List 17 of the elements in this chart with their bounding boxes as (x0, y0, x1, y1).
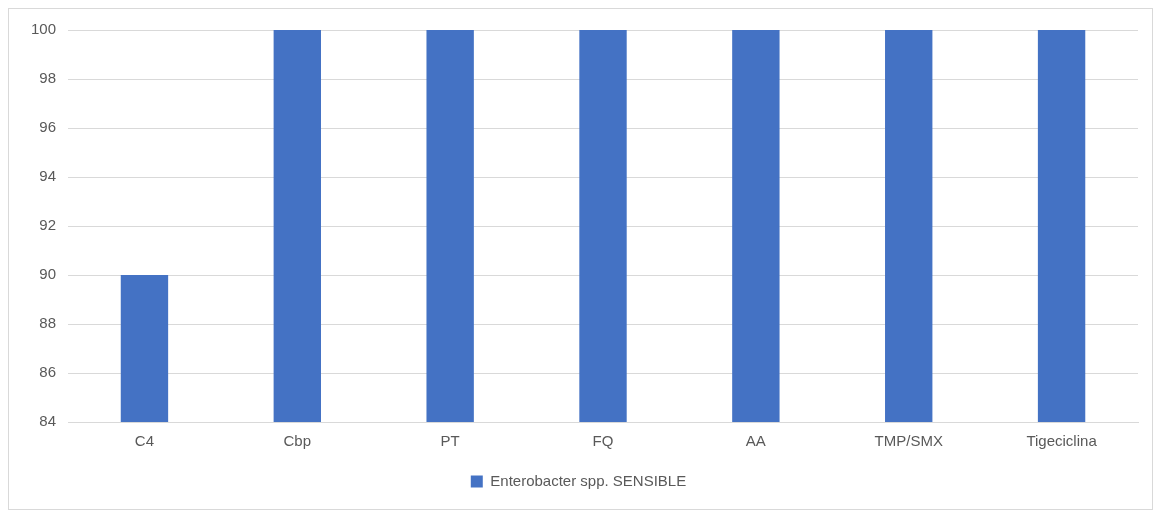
y-tick-label: 96 (39, 118, 57, 136)
x-tick-label: PT (440, 432, 460, 450)
y-tick-label: 92 (39, 216, 57, 234)
y-tick-label: 90 (39, 265, 57, 283)
y-tick-label: 100 (31, 20, 57, 38)
y-tick-label: 88 (39, 314, 57, 332)
y-tick-label: 98 (39, 69, 57, 87)
x-tick-label: FQ (592, 432, 614, 450)
x-tick-label: TMP/SMX (874, 432, 943, 450)
x-tick-label: AA (745, 432, 766, 450)
y-tick-label: 94 (39, 167, 57, 185)
x-tick-label: Cbp (283, 432, 312, 450)
x-tick-label: C4 (134, 432, 155, 450)
legend-label: Enterobacter spp. SENSIBLE (490, 471, 687, 489)
y-tick-label: 84 (39, 412, 57, 430)
y-tick-label: 86 (39, 363, 57, 381)
x-tick-label: Tigeciclina (1026, 432, 1098, 450)
